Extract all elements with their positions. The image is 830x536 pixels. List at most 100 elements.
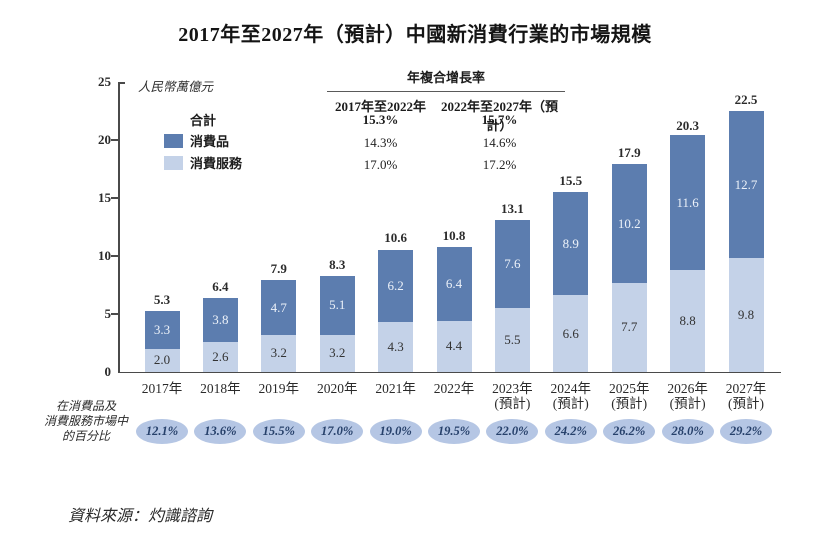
- x-axis-label: 2026年 (預計): [653, 381, 723, 411]
- bar-consumer-services-segment: [611, 282, 647, 372]
- services-value-label: 5.5: [504, 332, 521, 348]
- x-axis-label: 2023年 (預計): [477, 381, 547, 411]
- share-ellipse: 19.0%: [369, 419, 422, 444]
- y-axis-unit-label: 人民幣萬億元: [138, 80, 214, 94]
- bar-consumer-services-segment: [670, 269, 706, 372]
- cagr-table-title: 年複合增長率: [327, 67, 565, 92]
- goods-value-label: 3.3: [153, 321, 171, 337]
- services-value-label: 9.8: [737, 307, 755, 323]
- bar-consumer-goods-segment: [494, 220, 530, 309]
- bar-total-label: 7.9: [270, 261, 287, 277]
- y-tick-label: 5: [104, 306, 112, 321]
- x-axis-year: 2020年: [316, 381, 358, 396]
- cagr-row-goods: 14.3% 14.6%: [327, 135, 565, 151]
- bar-total-label: 17.9: [617, 145, 641, 161]
- bar-consumer-goods-segment: [202, 297, 238, 342]
- y-axis-top-cap: [118, 82, 125, 84]
- share-ellipse: 24.2%: [544, 419, 597, 444]
- y-tick-label: 15: [98, 190, 111, 205]
- bar-consumer-services-segment: [553, 295, 589, 372]
- legend-services-label: 消費服務: [190, 156, 243, 171]
- y-tick: [111, 197, 118, 199]
- x-axis-year: 2023年: [492, 381, 533, 396]
- x-axis-year: 2027年: [725, 381, 767, 396]
- x-axis-label: 2018年: [185, 381, 255, 396]
- y-tick-label: 10: [98, 248, 111, 263]
- cagr-period-1: 2017年至2022年: [335, 99, 427, 114]
- page-title: 2017年至2027年（預計）中國新消費行業的市場規模: [178, 24, 652, 46]
- share-ellipse: 13.6%: [194, 419, 247, 444]
- goods-value-label: 11.6: [676, 194, 699, 210]
- goods-value-label: 5.1: [329, 297, 346, 313]
- goods-value-label: 6.2: [387, 278, 404, 294]
- bar-consumer-goods-segment: [611, 164, 647, 283]
- bar-total-label: 10.6: [384, 230, 407, 246]
- y-tick: [111, 139, 118, 141]
- y-tick: [111, 255, 118, 257]
- cagr-table: 年複合增長率 2017年至2022年 2022年至2027年（預計） 15.3%…: [327, 67, 565, 185]
- legend-total-label: 合計: [190, 113, 217, 128]
- services-value-label: 7.7: [621, 319, 638, 335]
- share-ellipse: 15.5%: [252, 419, 305, 444]
- bar-consumer-services-segment: [436, 320, 472, 372]
- source-note: 資料來源：灼識諮詢: [68, 508, 213, 525]
- y-axis-line: [118, 82, 120, 372]
- cagr-services-value-2: 17.2%: [482, 157, 517, 172]
- share-caption-line: 在消費品及: [55, 399, 116, 413]
- services-value-label: 3.2: [329, 345, 346, 361]
- bar-total-label: 13.1: [501, 201, 524, 217]
- y-tick-label: 25: [98, 74, 111, 89]
- share-caption: 在消費品及 消費服務市場中 的百分比: [28, 399, 144, 444]
- share-ellipse: 29.2%: [720, 419, 772, 444]
- goods-value-label: 8.9: [562, 235, 579, 251]
- goods-value-label: 10.2: [617, 215, 641, 231]
- x-axis-forecast-tag: (預計): [552, 396, 589, 411]
- x-axis-label: 2022年: [419, 381, 489, 396]
- cagr-goods-value-2: 14.6%: [482, 135, 517, 150]
- bar-consumer-goods-segment: [436, 246, 472, 321]
- x-axis-label: 2017年: [127, 381, 197, 396]
- bar-consumer-services-segment: [319, 334, 355, 372]
- cagr-total-value-2: 15.7%: [481, 112, 518, 127]
- bar-consumer-goods-segment: [553, 192, 589, 296]
- bar-consumer-services-segment: [202, 341, 238, 372]
- services-value-label: 2.0: [153, 352, 171, 368]
- x-axis-forecast-tag: (預計): [669, 396, 706, 411]
- bar-consumer-goods-segment: [670, 135, 706, 270]
- services-value-label: 6.6: [562, 325, 579, 341]
- share-ellipse: 28.0%: [661, 419, 714, 444]
- goods-value-label: 3.8: [212, 311, 229, 327]
- x-axis-label: 2021年: [361, 381, 431, 396]
- x-axis-year: 2022年: [433, 381, 475, 396]
- legend-row-services: 消費服務: [164, 155, 243, 171]
- share-ellipse: 12.1%: [136, 419, 188, 444]
- bar-consumer-goods-segment: [261, 280, 297, 335]
- bar-total-label: 10.8: [442, 227, 466, 243]
- cagr-total-value-1: 15.3%: [362, 112, 399, 127]
- x-axis-label: 2024年 (預計): [536, 381, 606, 411]
- x-axis-forecast-tag: (預計): [728, 396, 764, 411]
- services-value-label: 4.4: [445, 338, 463, 354]
- bar-consumer-services-segment: [494, 308, 530, 372]
- goods-value-label: 4.7: [270, 299, 287, 315]
- bar-total-label: 6.4: [212, 278, 229, 294]
- services-value-label: 3.2: [270, 345, 287, 361]
- bar-total-label: 8.3: [329, 256, 346, 272]
- cagr-services-value-1: 17.0%: [363, 157, 398, 172]
- cagr-row-services: 17.0% 17.2%: [327, 157, 565, 173]
- cagr-period-headers: 2017年至2022年 2022年至2027年（預計）: [327, 96, 565, 134]
- services-value-label: 4.3: [387, 339, 404, 355]
- y-tick: [111, 313, 118, 315]
- consumer-goods-swatch-icon: [164, 133, 183, 148]
- x-axis-year: 2021年: [375, 381, 416, 396]
- share-caption-line: 的百分比: [61, 429, 110, 443]
- legend-row-total: 合計: [164, 112, 217, 128]
- x-axis-forecast-tag: (預計): [494, 396, 531, 411]
- x-axis-label: 2020年: [302, 381, 372, 396]
- share-ellipse: 17.0%: [311, 419, 364, 444]
- bar-consumer-services-segment: [378, 322, 414, 372]
- bar-consumer-services-segment: [728, 258, 764, 372]
- goods-value-label: 7.6: [504, 256, 521, 272]
- cagr-goods-value-1: 14.3%: [363, 135, 398, 150]
